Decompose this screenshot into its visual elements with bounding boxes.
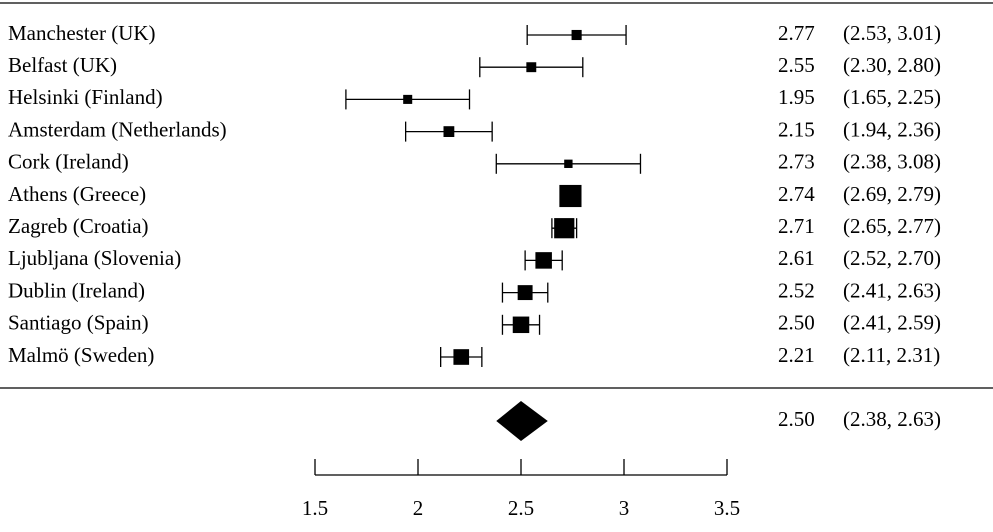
estimate-label: 2.71 xyxy=(778,214,815,238)
overall-estimate-label: 2.50 xyxy=(778,407,815,431)
x-tick-label: 3 xyxy=(619,496,630,520)
x-tick-label: 2.5 xyxy=(508,496,534,520)
estimate-box xyxy=(535,252,552,269)
overall-ci-label: (2.38, 2.63) xyxy=(843,407,941,431)
study-label: Belfast (UK) xyxy=(8,53,117,77)
estimate-label: 2.15 xyxy=(778,117,815,141)
ci-label: (2.65, 2.77) xyxy=(843,214,941,238)
estimate-box xyxy=(559,184,582,208)
study-label: Santiago (Spain) xyxy=(8,311,149,335)
estimate-box xyxy=(453,349,470,365)
ci-label: (2.38, 3.08) xyxy=(843,150,941,174)
study-label: Cork (Ireland) xyxy=(8,150,129,174)
ci-label: (2.30, 2.80) xyxy=(843,53,941,77)
ci-label: (2.53, 3.01) xyxy=(843,21,941,45)
x-tick-label: 3.5 xyxy=(714,496,740,520)
estimate-label: 2.50 xyxy=(778,311,815,335)
study-label: Malmö (Sweden) xyxy=(8,343,154,367)
study-label: Ljubljana (Slovenia) xyxy=(8,246,181,270)
estimate-label: 2.21 xyxy=(778,343,815,367)
estimate-box xyxy=(571,29,582,41)
estimate-label: 1.95 xyxy=(778,85,815,109)
ci-label: (2.52, 2.70) xyxy=(843,246,941,270)
estimate-box xyxy=(554,218,575,239)
study-label: Dublin (Ireland) xyxy=(8,278,145,302)
estimate-box xyxy=(517,285,533,301)
x-tick-label: 2 xyxy=(413,496,424,520)
ci-label: (2.41, 2.59) xyxy=(843,311,941,335)
ci-label: (1.94, 2.36) xyxy=(843,117,941,141)
estimate-label: 2.61 xyxy=(778,246,815,270)
estimate-label: 2.74 xyxy=(778,182,815,206)
estimate-box xyxy=(512,316,530,334)
overall-diamond xyxy=(496,401,548,441)
ci-label: (2.41, 2.63) xyxy=(843,278,941,302)
estimate-box xyxy=(564,159,573,168)
estimate-label: 2.52 xyxy=(778,278,815,302)
estimate-label: 2.77 xyxy=(778,21,815,45)
estimate-label: 2.73 xyxy=(778,150,815,174)
estimate-box xyxy=(526,62,537,73)
study-label: Athens (Greece) xyxy=(8,182,146,206)
estimate-box xyxy=(443,126,455,138)
study-label: Manchester (UK) xyxy=(8,21,156,45)
study-label: Helsinki (Finland) xyxy=(8,85,163,109)
x-tick-label: 1.5 xyxy=(302,496,328,520)
ci-label: (2.69, 2.79) xyxy=(843,182,941,206)
study-label: Zagreb (Croatia) xyxy=(8,214,149,238)
ci-label: (2.11, 2.31) xyxy=(843,343,940,367)
ci-label: (1.65, 2.25) xyxy=(843,85,941,109)
estimate-label: 2.55 xyxy=(778,53,815,77)
study-label: Amsterdam (Netherlands) xyxy=(8,117,227,141)
estimate-box xyxy=(403,94,413,104)
